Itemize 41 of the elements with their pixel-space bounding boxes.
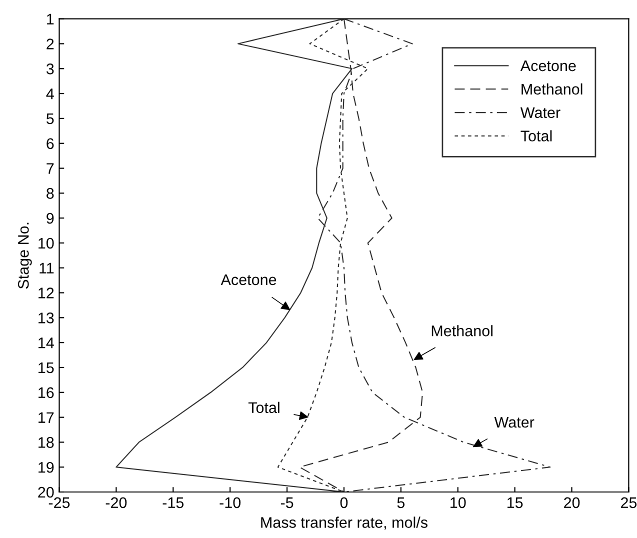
x-tick-label: 25	[620, 497, 637, 508]
y-tick-label: 15	[38, 362, 54, 374]
y-tick-label: 10	[38, 238, 54, 249]
x-tick-label: 10	[450, 497, 466, 508]
legend-label: Total	[520, 130, 552, 142]
x-tick-label: -15	[162, 497, 184, 508]
y-tick-label: 2	[46, 38, 54, 50]
y-tick-label: 13	[38, 312, 54, 324]
annotation: Methanol	[432, 325, 492, 336]
y-tick-label: 19	[38, 462, 54, 473]
y-tick-label: 3	[46, 64, 54, 74]
y-tick-label: 20	[38, 486, 54, 498]
y-tick-label: 5	[46, 113, 54, 124]
x-tick-label: 5	[397, 497, 405, 508]
annotation: Acetone	[220, 274, 276, 286]
x-tick-label: -25	[48, 497, 70, 508]
y-axis-title: Stage No.	[18, 222, 32, 289]
y-tick-label: 12	[38, 288, 54, 298]
y-tick-label: 16	[38, 387, 54, 398]
y-tick-label: 8	[46, 188, 54, 199]
x-tick-label: -10	[220, 497, 241, 508]
y-tick-label: 11	[40, 262, 54, 274]
y-tick-label: 14	[38, 338, 54, 348]
y-tick-label: 18	[38, 437, 54, 448]
y-tick-label: 9	[46, 212, 54, 224]
x-tick-label: 20	[564, 497, 580, 508]
y-tick-label: 4	[46, 88, 54, 100]
x-axis-title: Mass transfer rate, mol/s	[261, 516, 428, 530]
x-tick-label: -5	[280, 497, 294, 508]
x-tick-label: 0	[340, 497, 348, 508]
legend-label: Methanol	[522, 83, 582, 95]
legend-label: Water	[520, 107, 560, 118]
y-tick-label: 6	[46, 138, 54, 150]
y-tick-label: 17	[38, 412, 54, 423]
annotation: Total	[248, 402, 280, 414]
y-tick-label: 1	[47, 14, 54, 24]
x-tick-label: -20	[106, 497, 127, 508]
legend-label: Acetone	[520, 60, 576, 72]
x-tick-label: 15	[507, 497, 523, 508]
y-tick-label: 7	[46, 163, 54, 174]
annotation: Water	[494, 417, 534, 428]
